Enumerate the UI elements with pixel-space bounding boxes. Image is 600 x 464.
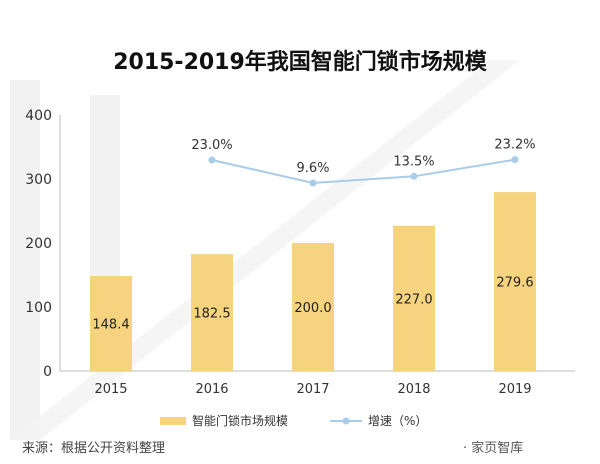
y-tick-label: 0 bbox=[43, 364, 52, 380]
bar bbox=[90, 276, 132, 371]
x-tick-label: 2015 bbox=[94, 382, 127, 397]
bar-data-label: 279.6 bbox=[496, 276, 533, 291]
legend-label-line: 增速（%） bbox=[368, 414, 428, 428]
brand-label: · 家页智库 bbox=[463, 441, 524, 456]
y-tick-label: 300 bbox=[25, 172, 52, 188]
legend-swatch-bar bbox=[160, 416, 186, 425]
growth-line: 23.0% 9.6% 13.5% 23.2% bbox=[191, 138, 536, 187]
line-data-label: 13.5% bbox=[393, 154, 434, 169]
source-note: 来源：根据公开资料整理 bbox=[22, 441, 166, 456]
line-data-label: 23.2% bbox=[494, 138, 535, 153]
bar bbox=[393, 225, 435, 371]
x-tick-label: 2016 bbox=[195, 382, 228, 397]
line-point bbox=[309, 179, 317, 187]
axes: 0 100 200 300 400 2015 2016 2017 2018 2019 bbox=[25, 108, 575, 397]
line-point bbox=[511, 156, 519, 164]
line-data-label: 23.0% bbox=[191, 138, 232, 153]
bar bbox=[292, 243, 334, 371]
bar-data-label: 182.5 bbox=[193, 307, 230, 322]
legend-item-line: 增速（%） bbox=[330, 412, 427, 429]
x-tick-label: 2018 bbox=[397, 382, 430, 397]
bar-data-label: 200.0 bbox=[294, 301, 331, 316]
bar-data-label: 148.4 bbox=[92, 318, 129, 333]
legend-swatch-line bbox=[330, 417, 362, 424]
line-point bbox=[410, 172, 418, 180]
line-data-label: 9.6% bbox=[296, 161, 329, 176]
legend-label-bar: 智能门锁市场规模 bbox=[192, 414, 289, 428]
bar bbox=[191, 254, 233, 371]
line-point bbox=[208, 156, 216, 164]
x-tick-label: 2019 bbox=[498, 382, 531, 397]
bars: 148.4 182.5 200.0 227.0 279.6 bbox=[90, 192, 536, 371]
legend-item-bar: 智能门锁市场规模 bbox=[160, 412, 288, 429]
watermark bbox=[10, 60, 520, 440]
x-tick-label: 2017 bbox=[296, 382, 329, 397]
y-tick-label: 400 bbox=[25, 108, 52, 124]
growth-line-path bbox=[211, 158, 516, 185]
bar-data-label: 227.0 bbox=[395, 292, 432, 307]
bar bbox=[494, 192, 536, 371]
y-tick-label: 100 bbox=[25, 300, 52, 316]
y-tick-label: 200 bbox=[25, 236, 52, 252]
chart-title: 2015-2019年我国智能门锁市场规模 bbox=[113, 50, 487, 75]
